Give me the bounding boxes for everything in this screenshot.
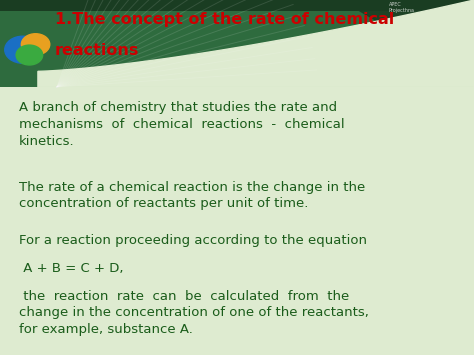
Circle shape — [16, 45, 43, 65]
Polygon shape — [341, 0, 474, 78]
Text: 1.The concept of the rate of chemical: 1.The concept of the rate of chemical — [55, 12, 394, 27]
Text: APEC
Projecthna: APEC Projecthna — [389, 2, 415, 13]
Text: A + B = C + D,: A + B = C + D, — [19, 262, 123, 275]
Circle shape — [5, 36, 41, 63]
Text: reactions: reactions — [55, 43, 139, 58]
Text: The rate of a chemical reaction is the change in the
concentration of reactants : The rate of a chemical reaction is the c… — [19, 181, 365, 211]
Bar — [0, 0, 474, 87]
Text: For a reaction proceeding according to the equation: For a reaction proceeding according to t… — [19, 234, 367, 247]
Bar — [0, 0, 474, 11]
Circle shape — [21, 34, 50, 55]
Polygon shape — [38, 0, 474, 87]
Text: the  reaction  rate  can  be  calculated  from  the
change in the concentration : the reaction rate can be calculated from… — [19, 290, 369, 336]
Text: A branch of chemistry that studies the rate and
mechanisms  of  chemical  reacti: A branch of chemistry that studies the r… — [19, 101, 345, 148]
